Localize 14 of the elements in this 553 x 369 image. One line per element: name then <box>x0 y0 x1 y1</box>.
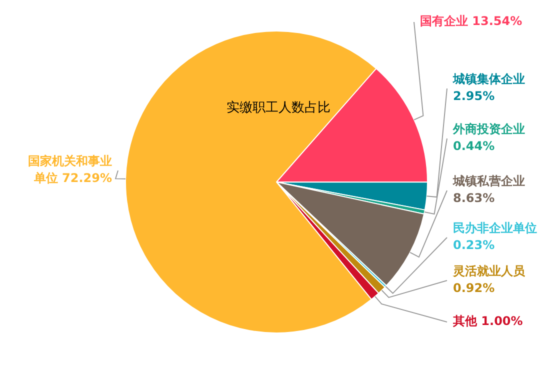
slice-label: 其他 1.00% <box>452 314 523 328</box>
slice-label: 民办非企业单位 <box>453 221 537 236</box>
data-label: 8.63% <box>453 191 495 206</box>
text: 实缴职工人数占比 <box>226 100 330 116</box>
data-label: 0.92% <box>453 281 495 296</box>
data-label: 2.95% <box>453 89 495 104</box>
data-label: 0.44% <box>453 139 495 154</box>
data-label: 0.23% <box>453 238 495 252</box>
slice-label: 城镇私营企业 <box>452 174 525 188</box>
slice-label: 外商投资企业 <box>452 122 525 136</box>
slice-label: 灵活就业人员 <box>453 264 526 278</box>
slice-label: 城镇集体企业 <box>452 72 525 86</box>
slice-label: 国有企业 13.54% <box>420 14 522 28</box>
slice-label: 国家机关和事业单位 72.29% <box>28 154 112 186</box>
